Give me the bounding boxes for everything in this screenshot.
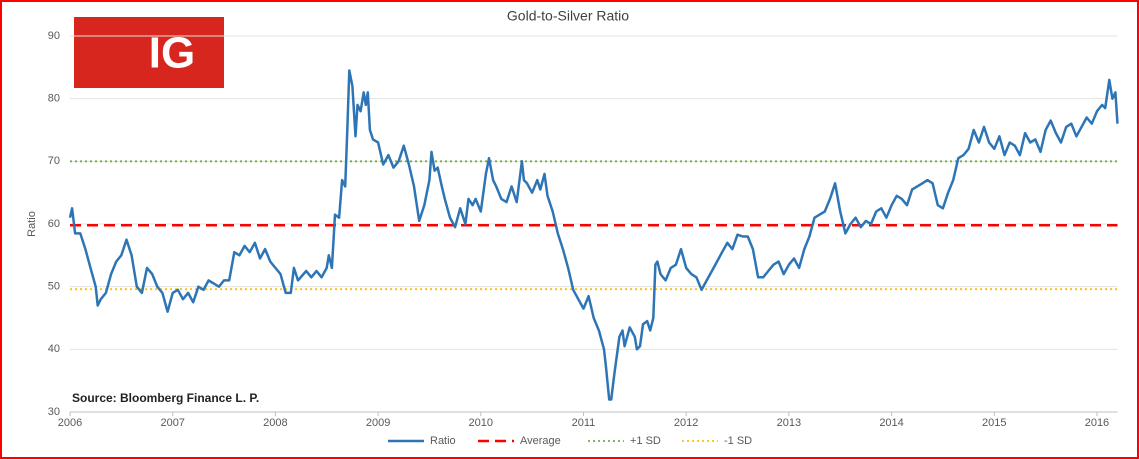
data-line — [68, 69, 1119, 401]
source: Source: Bloomberg Finance L. P. — [72, 391, 259, 405]
legend-label: -1 SD — [724, 435, 752, 447]
x-tick-label: 2016 — [1085, 417, 1109, 429]
x-tick-label: 2015 — [982, 417, 1006, 429]
logo-box — [74, 17, 224, 88]
y-tick-label: 90 — [48, 30, 60, 42]
legend-label: Average — [520, 435, 561, 447]
x-tick-label: 2014 — [879, 417, 903, 429]
y-tick-label: 50 — [48, 281, 60, 293]
y-tick-label: 40 — [48, 343, 60, 355]
x-tick-label: 2009 — [366, 417, 390, 429]
legend-label: +1 SD — [630, 435, 661, 447]
x-tick-label: 2006 — [58, 417, 82, 429]
x-tick-label: 2007 — [160, 417, 184, 429]
y-tick-label: 60 — [48, 218, 60, 230]
x-tick-label: 2010 — [469, 417, 493, 429]
legend-label: Ratio — [430, 435, 456, 447]
y-axis-label: Ratio — [26, 211, 38, 237]
x-tick-label: 2012 — [674, 417, 698, 429]
y-tick-label: 80 — [48, 93, 60, 105]
x-tick-label: 2008 — [263, 417, 287, 429]
x-tick-label: 2013 — [777, 417, 801, 429]
logo: IG — [149, 29, 195, 78]
x-tick-label: 2011 — [572, 417, 596, 429]
y-tick-label: 70 — [48, 155, 60, 167]
y-tick-label: 30 — [48, 406, 60, 418]
chart-title: Gold-to-Silver Ratio — [507, 8, 629, 24]
